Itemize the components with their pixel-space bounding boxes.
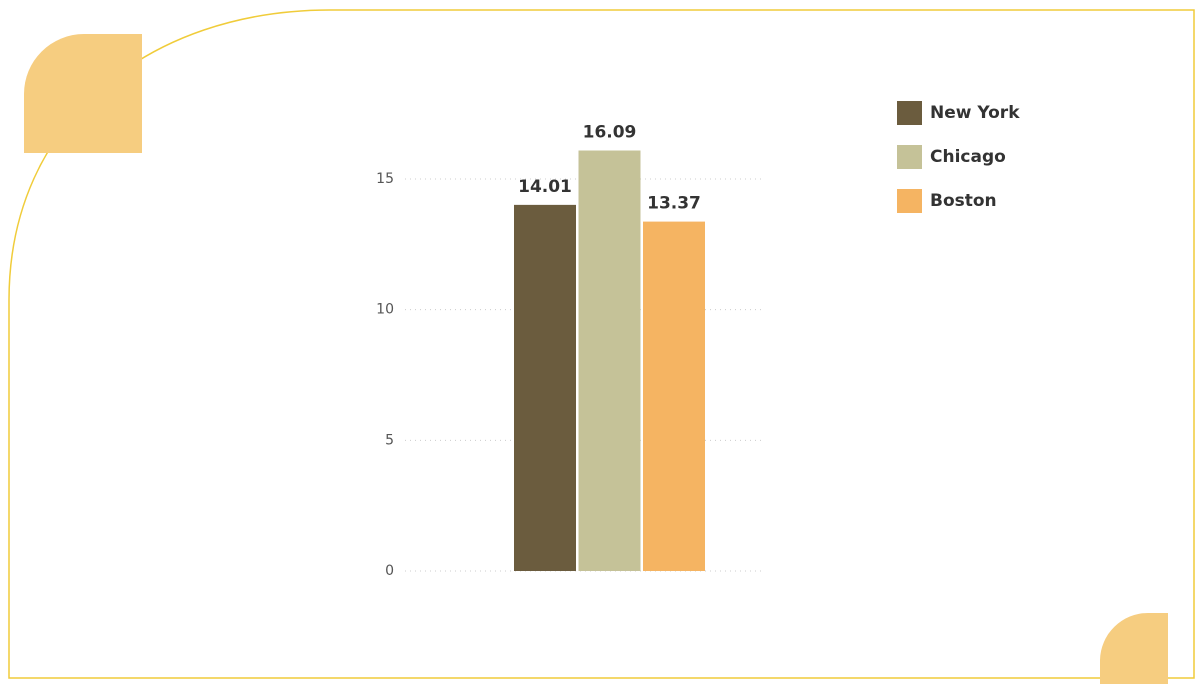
decoration <box>1100 613 1168 684</box>
y-tick-label: 0 <box>385 563 394 579</box>
data-label: 14.01 <box>518 177 572 197</box>
y-tick-label: 15 <box>376 171 394 187</box>
bar <box>578 150 641 572</box>
legend-label: New York <box>930 103 1020 123</box>
data-label: 13.37 <box>647 194 701 214</box>
y-tick-label: 5 <box>385 432 394 448</box>
data-label: 16.09 <box>583 123 637 143</box>
plot: 0 5 10 15 14.01 New York 16.09 Chicago 13.37 Bost… <box>376 101 1020 579</box>
legend-swatch <box>897 145 922 169</box>
legend-swatch <box>897 189 922 213</box>
y-tick-label: 10 <box>376 302 394 318</box>
legend-swatch <box>897 101 922 125</box>
decoration <box>24 34 142 153</box>
bar <box>514 204 576 571</box>
legend-label: Boston <box>930 191 997 211</box>
legend-label: Chicago <box>930 147 1006 167</box>
bar <box>643 221 705 571</box>
